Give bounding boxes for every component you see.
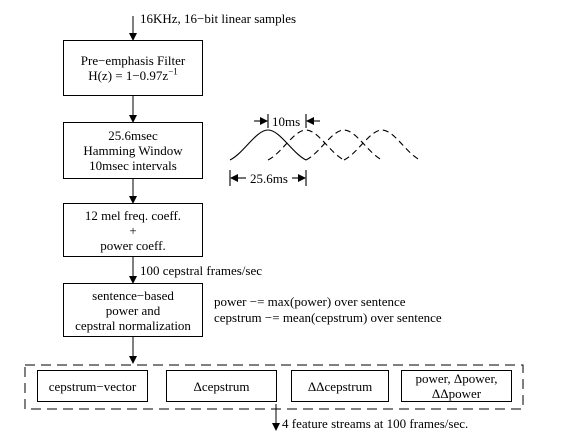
feature-3-line-1: power, Δpower,: [415, 371, 498, 386]
feature-group-border: [24, 364, 524, 410]
pre-emphasis-box: Pre−emphasis Filter H(z) = 1−0.97z−1: [63, 40, 203, 96]
formula-exponent: −1: [168, 66, 178, 77]
width-label: 25.6ms: [250, 171, 288, 186]
feature-power-deltas: power, Δpower, ΔΔpower: [401, 370, 512, 402]
feature-cepstrum-vector: cepstrum−vector: [37, 370, 148, 402]
shift-label: 10ms: [272, 114, 301, 129]
window-curve-4: [343, 129, 421, 161]
mel-line-2: +: [129, 222, 137, 238]
frames-label: 100 cepstral frames/sec: [140, 263, 263, 278]
feature-1-line-1: Δcepstrum: [193, 378, 250, 394]
input-label: 16KHz, 16−bit linear samples: [140, 11, 297, 26]
note-power: power −= max(power) over sentence: [214, 294, 406, 309]
feature-delta-delta-cepstrum: ΔΔcepstrum: [291, 370, 389, 402]
note-cepstrum: cepstrum −= mean(cepstrum) over sentence: [214, 310, 442, 325]
output-label: 4 feature streams at 100 frames/sec.: [282, 416, 469, 431]
pre-emphasis-title: Pre−emphasis Filter: [80, 53, 186, 68]
window-curve-1: [229, 129, 307, 161]
pre-emphasis-formula: H(z) = 1−0.97z−1: [88, 66, 178, 83]
feature-3-line-2: ΔΔpower: [431, 386, 482, 401]
mel-line-1: 12 mel freq. coeff.: [84, 207, 182, 223]
normalization-box: sentence−based power and cepstral normal…: [63, 283, 203, 337]
hamming-window-box: 25.6msec Hamming Window 10msec intervals: [63, 122, 203, 179]
feature-delta-cepstrum: Δcepstrum: [166, 370, 277, 402]
mel-line-3: power coeff.: [100, 237, 166, 253]
hamming-line-2: Hamming Window: [83, 143, 183, 158]
feature-0-line-1: cepstrum−vector: [48, 378, 137, 394]
normalization-line-3: cepstral normalization: [75, 317, 191, 333]
feature-2-line-1: ΔΔcepstrum: [307, 378, 373, 394]
window-curve-3: [305, 129, 383, 161]
hamming-line-1: 25.6msec: [108, 128, 158, 143]
mel-coeff-box: 12 mel freq. coeff. + power coeff.: [63, 203, 203, 257]
normalization-line-1: sentence−based: [92, 287, 174, 303]
formula-base: H(z) = 1−0.97z: [88, 68, 169, 83]
window-sketch: [229, 114, 421, 186]
hamming-line-3: 10msec intervals: [89, 158, 177, 173]
window-curve-2: [267, 129, 345, 161]
normalization-line-2: power and: [105, 302, 161, 318]
